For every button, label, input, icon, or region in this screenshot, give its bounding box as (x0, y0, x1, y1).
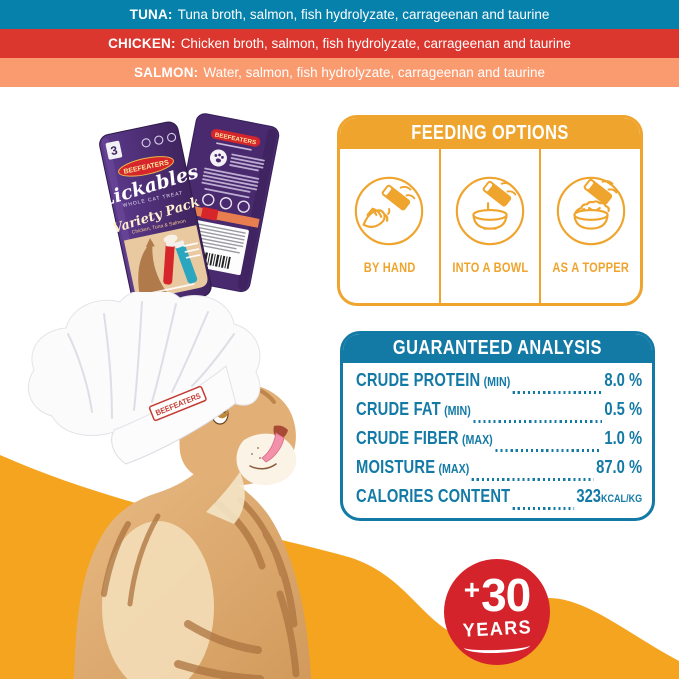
hat-folds (67, 301, 235, 419)
badge-number-line: + 30 (463, 568, 532, 621)
ga-label: CRUDE PROTEIN (356, 370, 481, 390)
ga-label: MOISTURE (356, 457, 436, 477)
badge-plus: + (463, 573, 481, 605)
feeding-option-by-hand: BY HAND (340, 149, 439, 303)
pouch-photo-area (123, 225, 208, 300)
dot-leader (495, 449, 602, 452)
by-hand-label: BY HAND (363, 259, 416, 275)
count-badge (105, 140, 123, 160)
guaranteed-analysis-table: CRUDE PROTEIN (MIN) 8.0 % CRUDE FAT (MIN… (343, 363, 652, 515)
ga-value: 87.0 % (596, 457, 643, 477)
ga-value: 8.0 % (604, 370, 643, 390)
pouch-back-brand-banner (210, 129, 261, 147)
guaranteed-analysis-header: GUARANTEED ANALYSIS (343, 334, 652, 363)
into-a-bowl-icon (455, 176, 525, 245)
guaranteed-analysis-title: GUARANTEED ANALYSIS (393, 337, 602, 359)
ga-row-moisture: MOISTURE (MAX) 87.0 % (356, 457, 642, 486)
ga-row-calories: CALORIES CONTENT 323 KCAL/KG (356, 486, 642, 515)
ga-label: CALORIES CONTENT (356, 486, 511, 506)
dot-leader (512, 507, 574, 510)
feeding-options-columns: BY HAND (340, 149, 640, 303)
pouch-back-text-lines (201, 153, 265, 199)
ga-qualifier: (MAX) (461, 432, 493, 447)
feeding-option-as-a-topper: AS A TOPPER (539, 149, 640, 303)
pouch-front: 3 BEEFEATERS Lickables WHOLE CAT TREAT V… (97, 121, 212, 310)
dot-leader (471, 478, 594, 481)
brand-banner (118, 156, 174, 177)
pouch-back-feeding-icons (202, 193, 250, 213)
dot-leader (473, 420, 602, 423)
feeding-options-title: FEEDING OPTIONS (411, 122, 569, 144)
dot-leader (512, 391, 602, 394)
treat-tube-teal (174, 240, 198, 284)
ingredient-bar-tuna-text: Tuna broth, salmon, fish hydrolyzate, ca… (177, 7, 550, 22)
chef-cat-photo: BEEFEATERS (27, 292, 311, 679)
pouch-front-feature-icons (141, 132, 177, 148)
ga-value: 0.5 % (604, 399, 643, 419)
ingredient-bar-chicken: CHICKEN: Chicken broth, salmon, fish hyd… (0, 29, 679, 58)
feeding-options-header: FEEDING OPTIONS (340, 118, 640, 149)
product-pouches: BEEFEATERS (97, 113, 280, 310)
ga-unit: KCAL/KG (601, 493, 643, 505)
feeding-options-panel: FEEDING OPTIONS (337, 115, 643, 306)
ingredient-bars: TUNA: Tuna broth, salmon, fish hydrolyza… (0, 0, 679, 87)
cat-body (74, 460, 311, 679)
ga-label: CRUDE FIBER (356, 428, 459, 448)
ingredient-bar-chicken-text: Chicken broth, salmon, fish hydrolyzate,… (180, 36, 571, 51)
ga-value: 1.0 % (604, 428, 643, 448)
paw-stamp-icon (209, 149, 227, 167)
photo-cat (138, 241, 168, 300)
ingredient-bar-tuna: TUNA: Tuna broth, salmon, fish hydrolyza… (0, 0, 679, 29)
ga-row-crude-fat: CRUDE FAT (MIN) 0.5 % (356, 399, 642, 428)
into-a-bowl-label: INTO A BOWL (451, 259, 529, 275)
chef-hat: BEEFEATERS (27, 292, 261, 465)
photo-cream (163, 234, 178, 244)
badge-number: 30 (481, 568, 531, 621)
guaranteed-analysis-panel: GUARANTEED ANALYSIS CRUDE PROTEIN (MIN) … (340, 331, 655, 521)
feeding-option-into-a-bowl: INTO A BOWL (438, 149, 540, 303)
ga-qualifier: (MIN) (483, 374, 511, 389)
ga-label: CRUDE FAT (356, 399, 441, 419)
ingredient-bar-salmon-text: Water, salmon, fish hydrolyzate, carrage… (203, 65, 546, 80)
ga-qualifier: (MIN) (444, 403, 471, 418)
ingredient-bar-salmon: SALMON: Water, salmon, fish hydrolyzate,… (0, 58, 679, 87)
ingredient-bar-chicken-label: CHICKEN: (108, 36, 176, 51)
as-a-topper-label: AS A TOPPER (552, 259, 630, 275)
ingredient-bar-salmon-label: SALMON: (133, 65, 199, 80)
ga-row-crude-protein: CRUDE PROTEIN (MIN) 8.0 % (356, 370, 642, 399)
cat-tongue (261, 432, 285, 463)
as-a-topper-icon (556, 176, 625, 245)
photo-bullet-lines (183, 242, 201, 259)
count-badge-number: 3 (109, 143, 119, 158)
ga-qualifier: (MAX) (438, 461, 470, 476)
ingredient-bar-tuna-label: TUNA: (129, 7, 173, 22)
by-hand-icon (355, 176, 424, 245)
ga-value: 323 (576, 486, 602, 506)
thirty-years-badge: + 30 YEARS (444, 559, 550, 665)
ga-row-crude-fiber: CRUDE FIBER (MAX) 1.0 % (356, 428, 642, 457)
badge-word: YEARS (461, 616, 533, 642)
